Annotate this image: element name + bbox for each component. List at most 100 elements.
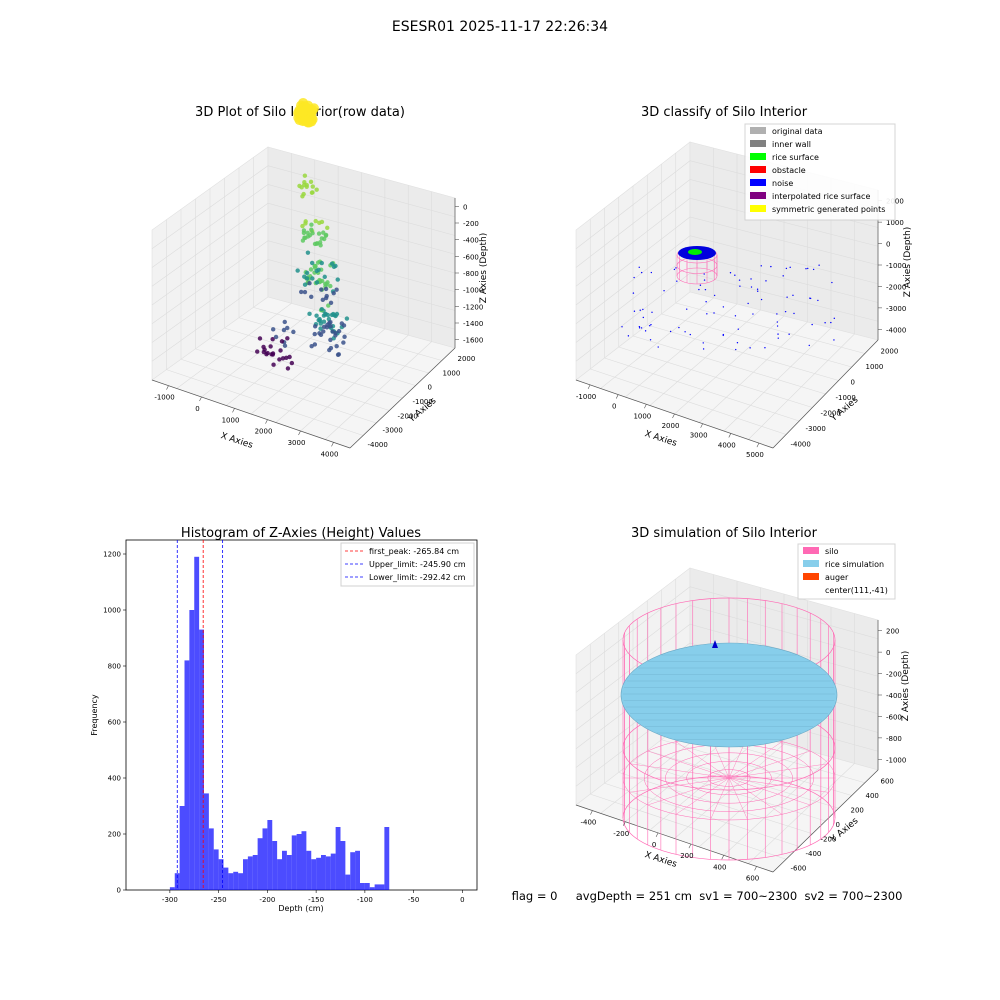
histogram-bar (291, 835, 297, 890)
panel1-point (328, 283, 333, 289)
panel2-point (713, 294, 716, 297)
panel4-xtick: -400 (580, 819, 596, 827)
panel1-point (328, 323, 333, 329)
panel1-point (284, 355, 289, 361)
panel4-xtick: -200 (613, 830, 629, 838)
histogram-bar (325, 856, 331, 890)
panel1-point (323, 286, 329, 292)
panel1-tick-labels: -1000 0 1000 2000 3000 4000 2000 1000 0 -1000 -200… (154, 203, 483, 458)
panel1-point (257, 336, 263, 341)
panel1-point (279, 339, 285, 344)
panel2-point (793, 312, 795, 315)
panel2-point (713, 312, 715, 314)
panel2-point (627, 335, 630, 337)
panel4-xlabel: X Axies (643, 850, 678, 870)
panel2-point (805, 268, 807, 270)
panel2-point (764, 347, 766, 349)
panel1-xtick: 3000 (288, 439, 306, 447)
histogram-xtick: -300 (162, 896, 178, 904)
status-line: flag = 0 avgDepth = 251 cm sv1 = 700~230… (512, 889, 903, 903)
panel1-ytick: -3000 (383, 427, 403, 435)
panel1-point (312, 324, 318, 329)
panel2-point (739, 285, 741, 287)
panel2-point (747, 302, 749, 305)
panel2-point (817, 299, 819, 302)
panel2-point (632, 292, 635, 294)
histogram-bar (204, 793, 209, 890)
histogram-ytick: 1200 (103, 551, 121, 559)
histogram-bar (228, 873, 234, 890)
histogram-xtick: -100 (357, 896, 373, 904)
panel2-point (703, 273, 705, 275)
panel1-point (331, 311, 336, 317)
panel2-silo-cylinder (676, 246, 718, 285)
panel1-point (324, 282, 329, 287)
panel2-point (770, 265, 772, 268)
panel2-point (738, 279, 741, 281)
panel2-point (702, 342, 704, 344)
panel1-point (273, 334, 279, 340)
panel1-point (285, 325, 290, 331)
panel1-point (313, 218, 318, 224)
panel2-point (818, 264, 820, 266)
panel1-point (309, 294, 314, 300)
panel2-point (703, 279, 706, 281)
panel2-point (669, 330, 672, 333)
panel1-point (310, 190, 315, 195)
panel1-point (328, 337, 333, 343)
histogram-ytick: 1000 (103, 607, 121, 615)
panel1-point (336, 328, 342, 334)
panel2-xtick: 2000 (662, 422, 680, 430)
panel1-point (291, 329, 296, 335)
panel1-ztick: -200 (463, 220, 479, 228)
panel2-legend-swatch (750, 140, 766, 147)
panel1-point (321, 313, 327, 318)
panel2-point (777, 337, 779, 339)
panel4-ztick: -200 (886, 671, 902, 679)
panel1-point (304, 182, 309, 188)
panel2-point (722, 334, 724, 337)
panel2-point (782, 275, 784, 277)
panel2-point (776, 313, 778, 315)
panel2-legend-label: obstacle (772, 166, 806, 175)
histogram-bar (335, 827, 341, 890)
histogram-legend-label: Lower_limit: -292.42 cm (369, 573, 466, 582)
panel4-legend-swatch (803, 547, 819, 554)
panel4-ztick: -800 (886, 735, 902, 743)
panel1-point (339, 321, 345, 326)
histogram-bar (282, 850, 287, 890)
panel2-point (807, 267, 809, 270)
panel1-point (307, 280, 312, 286)
panel1-point (255, 349, 260, 354)
panel2-point (650, 271, 653, 274)
panel2-legend-label: original data (772, 127, 823, 136)
panel1-point (328, 300, 334, 305)
panel2-point (649, 339, 652, 341)
panel2-legend-swatch (750, 153, 766, 160)
panel2-ztick: 0 (886, 241, 890, 249)
panel1-ztick: -800 (463, 270, 479, 278)
panel1-point (336, 352, 342, 357)
panel2-point (640, 271, 643, 274)
panel1-point (320, 297, 326, 303)
panel2-ytick: -1000 (836, 394, 856, 402)
panel2-point (704, 288, 707, 291)
panel2-legend-label: rice surface (772, 153, 819, 162)
panel2-point (734, 274, 736, 276)
panel-simulation-3d: 3D simulation of Silo Interior -400 -200 0… (575, 526, 911, 882)
panel2-legend-swatch (750, 166, 766, 173)
panel4-xtick: 0 (652, 841, 656, 849)
panel4-legend-swatch (803, 573, 819, 580)
histogram-bar (311, 859, 317, 890)
panel1-xtick: 0 (195, 405, 199, 413)
panel4-legend-swatch (803, 560, 819, 567)
panel1-point (327, 347, 332, 353)
histogram-bar (208, 828, 214, 890)
panel2-point (649, 324, 651, 327)
panel1-point (333, 263, 338, 269)
panel1-point (295, 268, 300, 273)
histogram-xtick: 0 (460, 896, 464, 904)
panel1-ytick: 2000 (458, 355, 476, 363)
panel1-point (306, 116, 317, 127)
